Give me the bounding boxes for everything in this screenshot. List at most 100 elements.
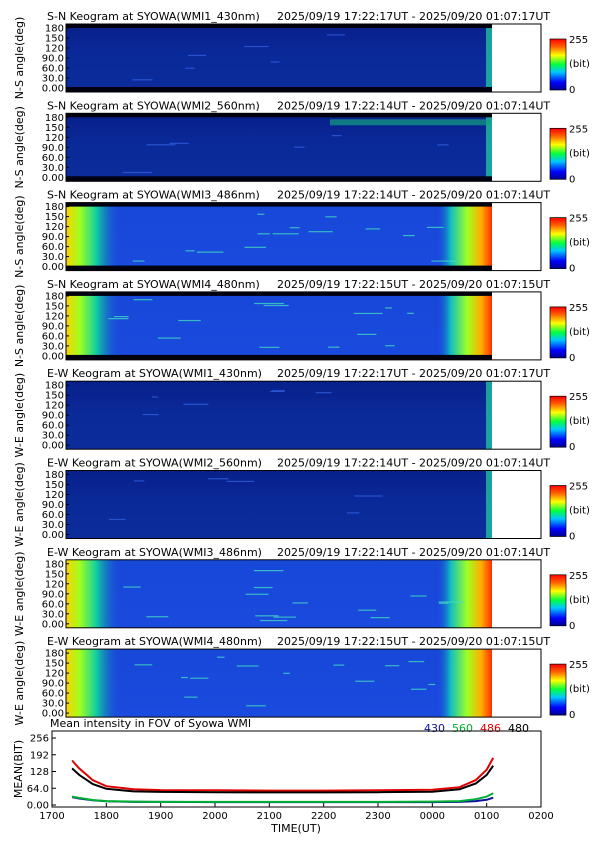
keogram-streak <box>270 390 285 392</box>
angle-tick-label: 150 <box>45 480 64 491</box>
legend-480: 480 <box>508 722 529 735</box>
angle-tick-label: 90.0 <box>42 679 64 690</box>
keogram-twilight-right <box>486 24 492 92</box>
keogram-streak <box>178 319 201 322</box>
keogram-streak <box>183 403 209 405</box>
keogram-streak <box>123 586 141 588</box>
keogram-streak <box>260 619 288 622</box>
y-tick-label: 0.00 <box>27 801 49 812</box>
keogram-twilight-left <box>66 559 121 628</box>
keogram-image <box>66 381 492 450</box>
series-line-486 <box>71 757 495 792</box>
keogram-time-range: 2025/09/19 17:22:17UT - 2025/09/20 01:07… <box>277 10 550 23</box>
colorbar-min-label: 0 <box>569 174 575 185</box>
keogram-streak <box>331 135 342 137</box>
keogram-image <box>66 649 492 718</box>
angle-tick-label: 120 <box>45 222 64 233</box>
keogram-streak <box>108 318 129 320</box>
keogram-streak <box>325 216 337 218</box>
keogram-streak <box>133 299 153 301</box>
keogram-streak <box>407 312 414 314</box>
keogram-streak <box>244 246 267 248</box>
keogram-streak <box>263 304 289 307</box>
keogram-streak <box>315 392 332 394</box>
keogram-image <box>66 470 492 539</box>
chart-title: Mean intensity in FOV of Syowa WMI <box>50 717 251 730</box>
keogram-streak <box>253 570 284 572</box>
keogram-panel-3: S-N Keogram at SYOWA(WMI3_486nm) 2025/09/… <box>13 189 590 278</box>
keogram-streak <box>346 512 360 514</box>
angle-tick-label: 90.0 <box>42 500 64 511</box>
series-line-480 <box>71 765 495 794</box>
keogram-streak <box>217 656 225 658</box>
keogram-streak <box>355 680 375 682</box>
angle-tick-label: 60.0 <box>42 153 64 164</box>
colorbar <box>549 217 567 269</box>
keogram-streak <box>184 696 198 698</box>
angle-tick-label: 0.00 <box>42 351 64 362</box>
keogram-streak <box>294 146 305 148</box>
keogram-streak <box>185 250 195 252</box>
keogram-horizon-top <box>66 291 492 296</box>
keogram-streak <box>184 67 195 69</box>
angle-tick-label: 180 <box>45 113 64 124</box>
chart-frame <box>51 730 542 808</box>
keogram-title: S-N Keogram at SYOWA(WMI2_560nm) <box>47 99 260 112</box>
angle-axis-label: W-E angle(deg) <box>13 462 26 547</box>
colorbar-min-label: 0 <box>569 621 575 632</box>
angle-tick-label: 30.0 <box>42 431 64 442</box>
x-tick-label: 0100 <box>474 811 499 822</box>
keogram-horizon-bottom <box>66 176 492 182</box>
mean-intensity-chart: Mean intensity in FOV of Syowa WMI 430 560… <box>12 717 554 835</box>
colorbar <box>549 38 567 91</box>
keogram-streak <box>146 144 176 146</box>
keogram-panel-5: E-W Keogram at SYOWA(WMI1_430nm) 2025/09/… <box>13 367 590 457</box>
x-tick-label: 2200 <box>311 811 336 822</box>
keogram-time-range: 2025/09/19 17:22:14UT - 2025/09/20 01:07… <box>277 546 550 559</box>
angle-tick-label: 120 <box>45 311 64 322</box>
x-tick-label: 0000 <box>420 811 445 822</box>
legend-486: 486 <box>480 722 501 735</box>
angle-axis-label: N-S angle(deg) <box>13 17 26 100</box>
colorbar-max-label: 255 <box>569 303 588 314</box>
angle-tick-label: 0.00 <box>42 84 64 95</box>
angle-tick-label: 60.0 <box>42 331 64 342</box>
keogram-horizon-bottom <box>66 354 492 360</box>
colorbar-max-label: 255 <box>569 35 588 46</box>
angle-tick-label: 150 <box>45 212 64 223</box>
legend-430: 430 <box>424 722 445 735</box>
keogram-streak <box>408 660 425 663</box>
angle-axis-label: N-S angle(deg) <box>13 285 26 368</box>
keogram-streak <box>236 665 259 667</box>
keogram-streak <box>122 171 153 174</box>
angle-tick-label: 180 <box>45 649 64 660</box>
angle-tick-label: 0.00 <box>42 173 64 184</box>
keogram-streak <box>437 144 449 146</box>
keogram-streak <box>428 683 436 686</box>
keogram-streak <box>259 346 280 348</box>
keogram-image <box>66 202 492 271</box>
angle-tick-label: 180 <box>45 24 64 35</box>
keogram-streak <box>403 234 415 237</box>
colorbar <box>549 306 567 359</box>
colorbar <box>549 395 567 448</box>
keogram-streak <box>190 677 209 679</box>
keogram-streak <box>292 602 308 604</box>
x-tick-label: 1900 <box>148 811 173 822</box>
angle-axis-label: N-S angle(deg) <box>13 195 26 278</box>
keogram-twilight-right <box>437 202 492 271</box>
keogram-streak <box>370 617 390 619</box>
keogram-streak <box>273 616 296 618</box>
keogram-title: E-W Keogram at SYOWA(WMI2_560nm) <box>47 457 262 470</box>
angle-tick-label: 60.0 <box>42 242 64 253</box>
keogram-title: E-W Keogram at SYOWA(WMI3_486nm) <box>47 546 262 559</box>
angle-tick-label: 0.00 <box>42 441 64 452</box>
x-tick-label: 2100 <box>257 811 282 822</box>
angle-tick-label: 0.00 <box>42 262 64 273</box>
keogram-twilight-right <box>486 381 492 450</box>
keogram-twilight-right <box>486 113 492 182</box>
colorbar <box>549 127 567 180</box>
angle-tick-label: 180 <box>45 202 64 213</box>
keogram-streak <box>253 586 273 589</box>
keogram-horizon-top <box>66 202 492 207</box>
